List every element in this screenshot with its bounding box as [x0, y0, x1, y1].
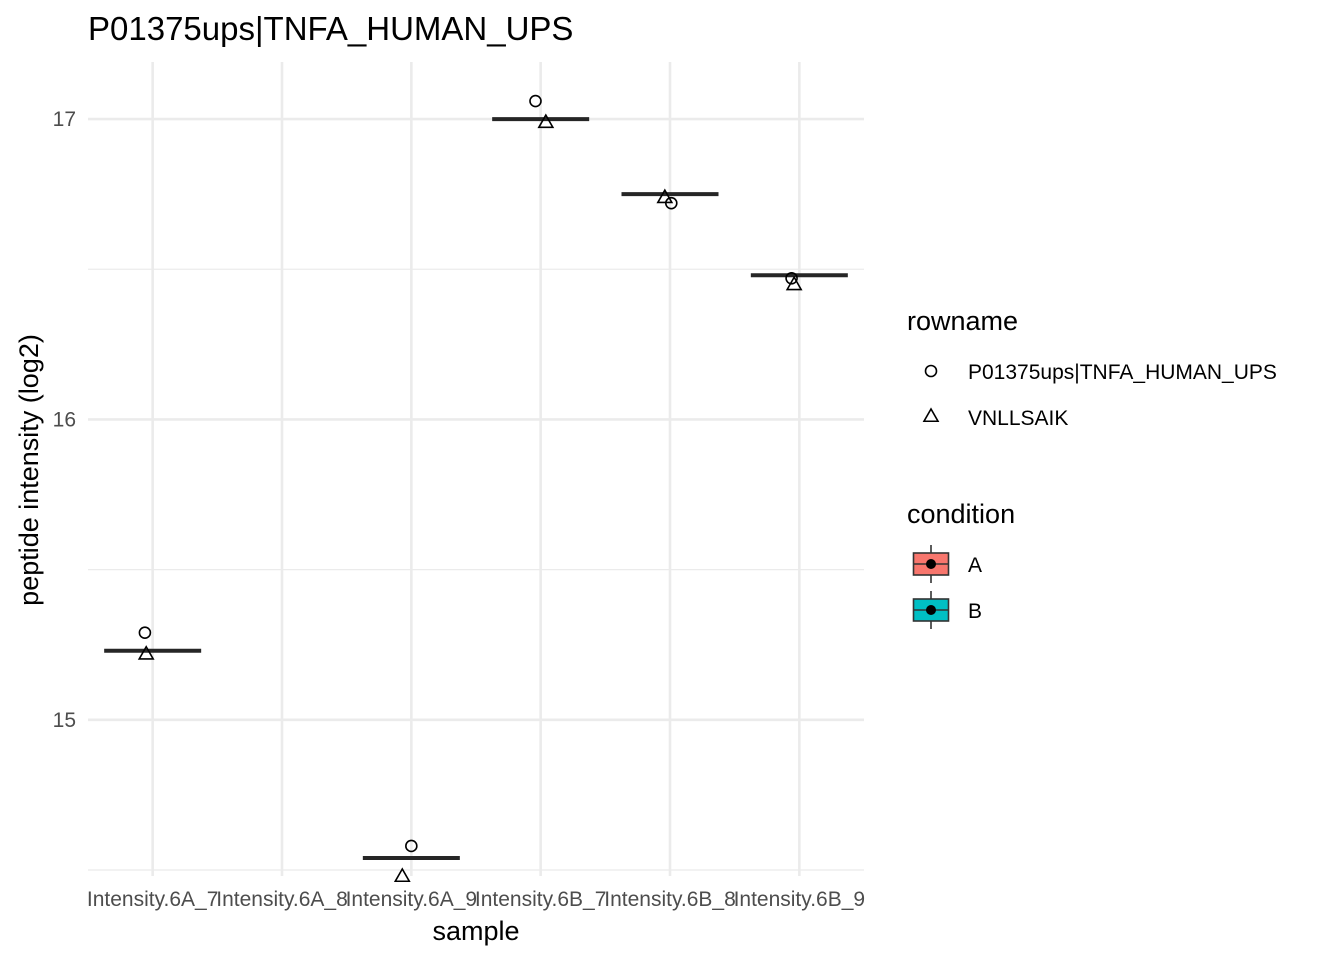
y-tick-label: 16 [53, 408, 76, 431]
point-circle [405, 839, 418, 853]
point-triangle [537, 113, 555, 129]
point-circle [785, 271, 798, 285]
point-triangle [656, 188, 674, 204]
legend-label: A [968, 554, 982, 577]
point-triangle [785, 275, 803, 291]
y-tick-label: 15 [53, 709, 76, 732]
legend-key-circle [924, 364, 938, 378]
point-circle [138, 626, 152, 640]
x-tick-label: Intensity.6A_8 [216, 888, 348, 911]
x-tick-label: Intensity.6B_7 [475, 888, 607, 911]
chart-title: P01375ups|TNFA_HUMAN_UPS [88, 10, 573, 47]
data-points [137, 94, 803, 883]
y-axis-title: peptide intensity (log2) [14, 334, 44, 606]
legend-title-condition: condition [907, 499, 1015, 529]
legend-label: B [968, 600, 982, 623]
point-circle [529, 94, 542, 108]
point-triangle [393, 867, 411, 883]
x-tick-label: Intensity.6A_9 [346, 888, 478, 911]
x-axis-title: sample [432, 916, 519, 946]
legend-key-dot [926, 605, 936, 615]
x-tick-label: Intensity.6A_7 [87, 888, 219, 911]
median-lines [104, 117, 848, 860]
y-tick-label: 17 [53, 108, 76, 131]
legend: rowname P01375ups|TNFA_HUMAN_UPS VNLLSAIK c… [907, 306, 1277, 629]
legend-key-triangle [922, 407, 940, 423]
x-tick-label: Intensity.6B_9 [734, 888, 866, 911]
x-axis-ticks: Intensity.6A_7Intensity.6A_8Intensity.6A… [87, 888, 865, 911]
legend-label: P01375ups|TNFA_HUMAN_UPS [968, 361, 1277, 384]
legend-label: VNLLSAIK [968, 407, 1068, 430]
legend-key-dot [926, 559, 936, 569]
grid [88, 62, 864, 876]
point-triangle [137, 645, 155, 660]
y-axis-ticks: 15 16 17 [53, 108, 76, 732]
legend-title-rowname: rowname [907, 306, 1018, 336]
x-tick-label: Intensity.6B_8 [604, 888, 736, 911]
